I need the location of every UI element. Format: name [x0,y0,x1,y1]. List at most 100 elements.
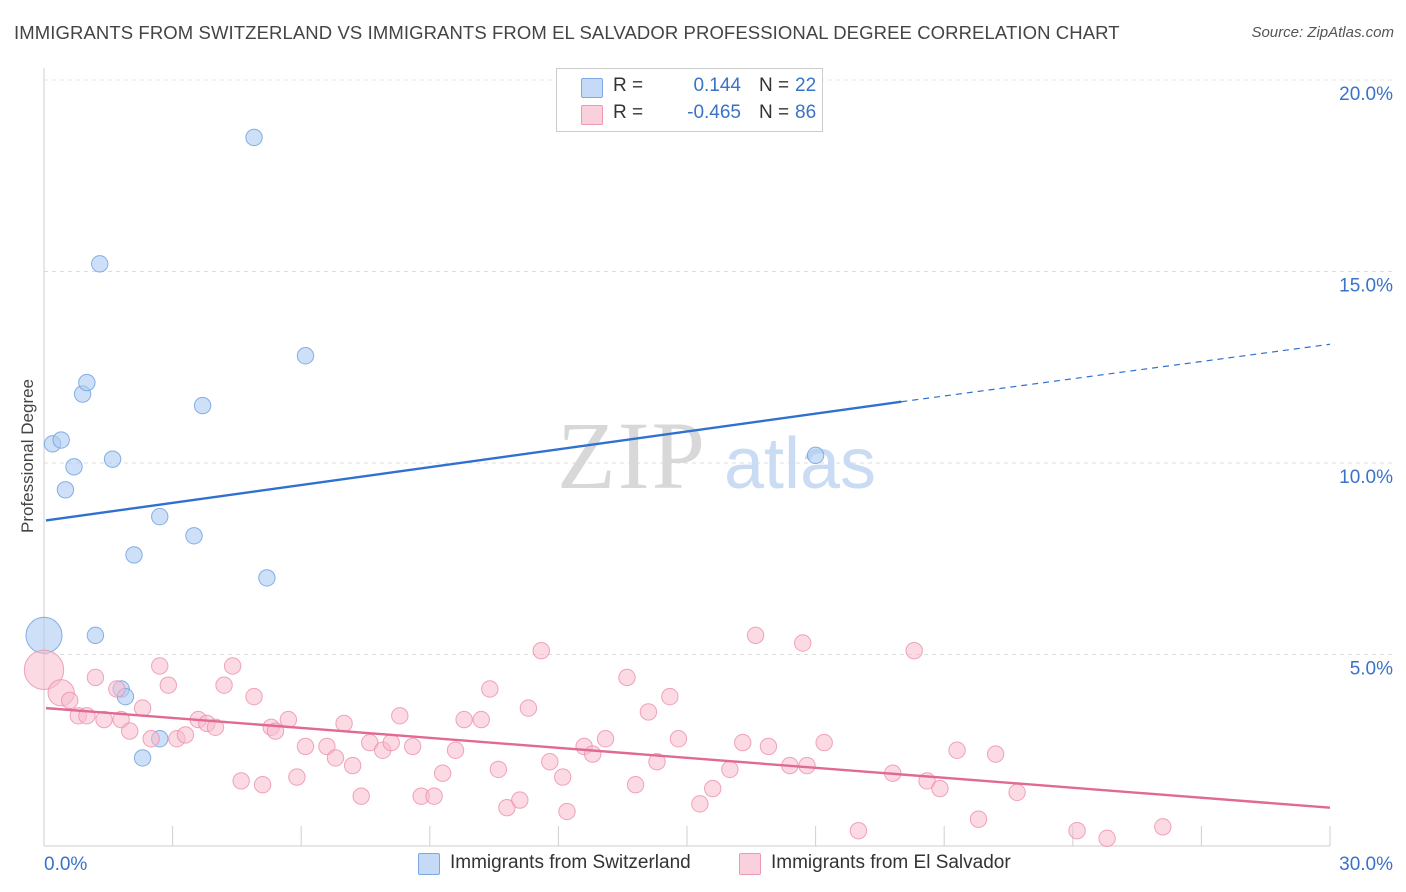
legend-r-value: 0.144 [693,75,741,96]
y-tick-label: 20.0% [1339,84,1393,105]
data-points [23,128,1172,848]
legend-r-label: R = [613,75,644,96]
point-switzerland [258,569,276,587]
point-el-salvador [669,730,688,748]
point-el-salvador [391,707,409,725]
x-tick-label: 0.0% [44,854,87,875]
point-el-salvador [232,772,250,790]
point-el-salvador [151,657,169,675]
point-switzerland [78,373,96,392]
point-el-salvador [596,730,615,748]
point-el-salvador [142,730,160,748]
point-switzerland [56,481,75,499]
point-el-salvador [704,779,722,798]
axes [43,68,1331,847]
point-el-salvador [511,791,529,809]
point-el-salvador [206,718,225,736]
legend-swatch-el-salvador [581,105,603,125]
chart-title: IMMIGRANTS FROM SWITZERLAND VS IMMIGRANT… [14,22,1120,43]
point-el-salvador [176,726,195,744]
point-el-salvador [541,753,559,771]
point-switzerland [65,458,83,476]
point-el-salvador [759,737,778,756]
point-el-salvador [95,710,113,729]
point-el-salvador [931,779,949,798]
point-el-salvador [61,691,79,710]
point-el-salvador [626,776,645,794]
point-el-salvador [498,799,516,817]
point-el-salvador [403,737,422,756]
trend-line-switzerland-extension [901,343,1331,403]
bottom-legend-swatch-switzerland [418,853,440,875]
point-el-salvador [86,668,105,687]
x-tick-label: 30.0% [1339,854,1393,875]
grid-lines [44,79,1395,655]
legend-r-value: -0.465 [687,102,741,123]
point-el-salvador [519,699,538,717]
point-el-salvador [618,668,636,687]
point-el-salvador [215,676,233,694]
point-switzerland [125,546,143,564]
watermark-atlas: atlas [724,424,876,504]
point-switzerland [296,347,315,365]
point-el-salvador [296,737,315,756]
point-el-salvador [382,733,400,752]
point-el-salvador [433,764,452,782]
point-el-salvador [223,657,242,675]
point-el-salvador [245,687,263,706]
trend-line-el-salvador [45,706,1331,809]
legend-n-label: N = [759,75,790,96]
point-el-salvador [343,756,362,775]
point-el-salvador [1154,818,1172,836]
legend-n-label: N = [759,102,790,123]
point-el-salvador [121,722,139,740]
point-el-salvador [794,634,812,652]
correlation-legend: R = 0.144 N = 22 R = -0.465 N = 86 [556,68,823,132]
point-el-salvador [133,699,152,717]
point-el-salvador [481,680,499,698]
bottom-legend-swatch-el-salvador [739,853,761,875]
trend-lines [45,343,1331,809]
point-el-salvador [639,703,658,721]
point-switzerland [103,450,122,468]
point-el-salvador [489,760,508,779]
bottom-legend-label-el-salvador: Immigrants from El Salvador [771,852,1011,873]
point-switzerland [25,616,63,654]
tick-labels: 5.0% 10.0% 15.0% 20.0% 0.0% 30.0% [44,84,1393,875]
legend-swatch-switzerland [581,78,603,98]
legend-n-value: 86 [795,102,817,123]
point-el-salvador [969,810,988,828]
point-el-salvador [648,753,666,771]
y-tick-label: 15.0% [1339,276,1393,297]
point-el-salvador [948,741,966,759]
point-el-salvador [721,760,739,779]
bottom-legend-label-switzerland: Immigrants from Switzerland [450,852,691,873]
point-el-salvador [446,741,465,759]
point-el-salvador [849,821,868,840]
point-el-salvador [425,787,443,805]
legend-n-value: 22 [795,75,817,96]
legend-r-label: R = [613,102,644,123]
point-el-salvador [288,768,306,786]
point-el-salvador [108,680,126,698]
point-el-salvador [583,745,602,763]
point-el-salvador [23,649,65,691]
point-switzerland [806,446,825,465]
point-el-salvador [1098,829,1116,848]
point-el-salvador [1068,821,1086,840]
point-el-salvador [815,733,833,752]
point-el-salvador [734,733,752,752]
point-el-salvador [553,768,572,786]
point-switzerland [133,749,152,767]
point-el-salvador [1008,783,1026,802]
point-switzerland [151,507,169,526]
trend-line-switzerland [45,400,902,522]
point-el-salvador [159,676,178,694]
point-switzerland [91,255,109,273]
y-tick-label: 5.0% [1350,659,1393,680]
watermark-zip: ZIP [557,402,707,509]
point-switzerland [193,396,212,415]
point-el-salvador [746,626,765,645]
point-el-salvador [986,745,1005,763]
y-tick-label: 10.0% [1339,467,1393,488]
